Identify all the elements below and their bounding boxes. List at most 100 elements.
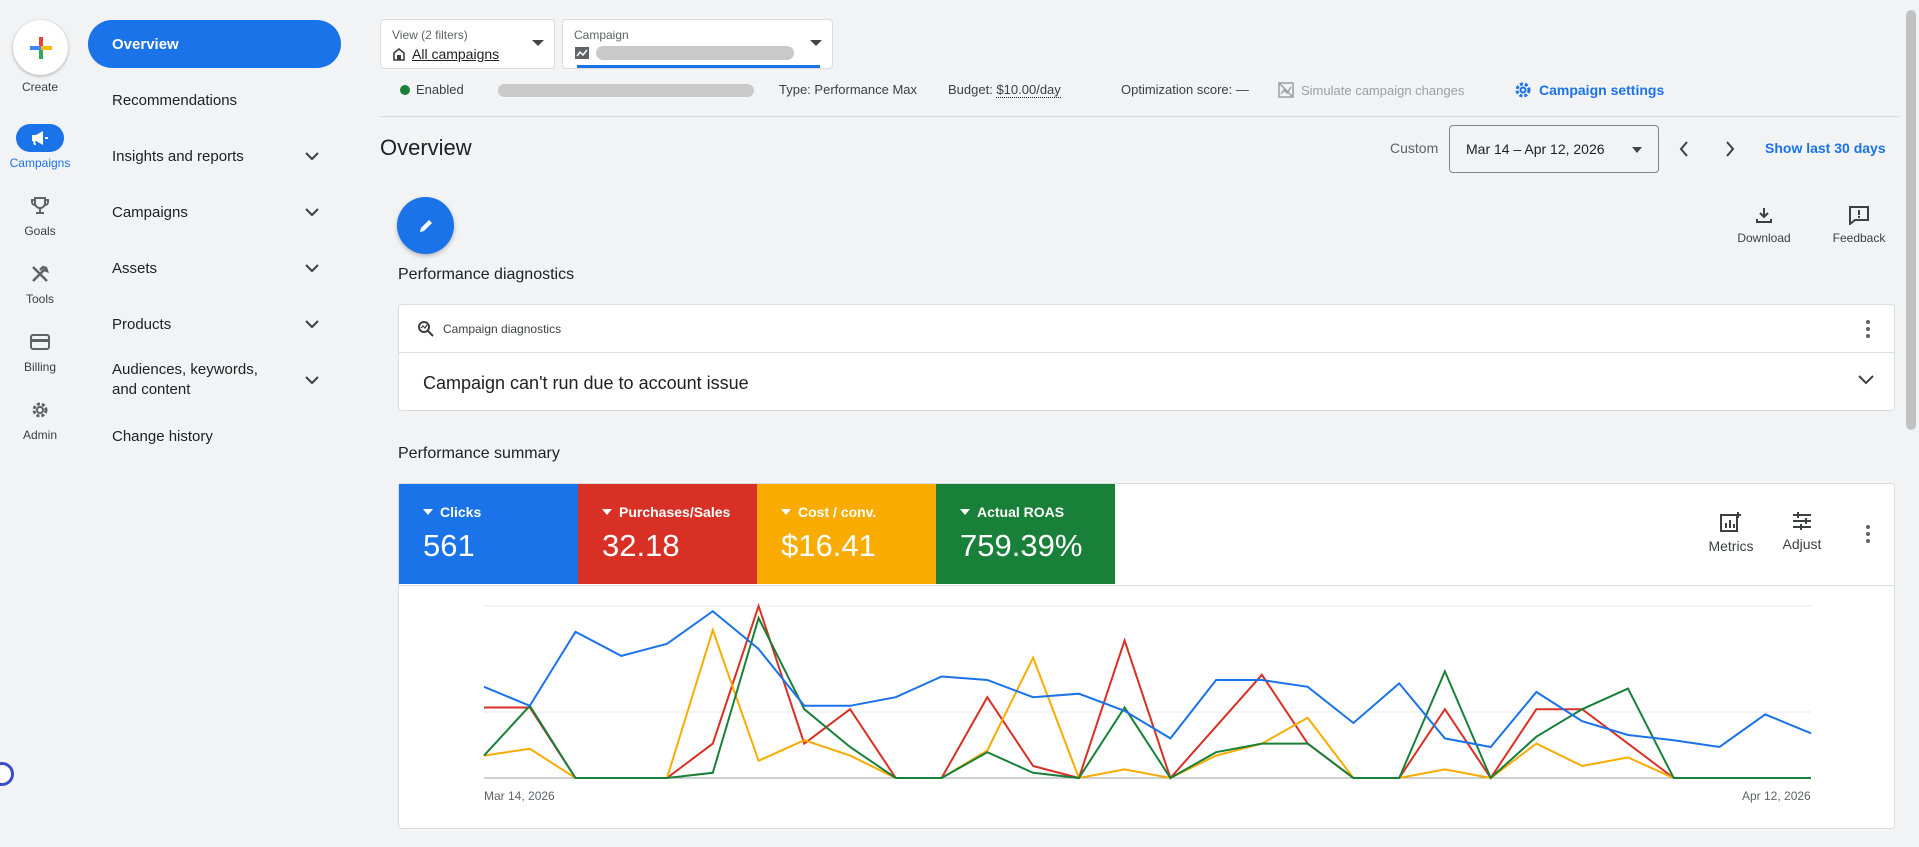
- chevron-down-icon: [305, 376, 319, 384]
- caret-down-icon: [532, 40, 544, 46]
- series-line-actual-roas: [483, 615, 1811, 780]
- scrollbar-thumb[interactable]: [1906, 10, 1916, 430]
- rail-item-goals[interactable]: Goals: [0, 192, 80, 238]
- budget-value[interactable]: $10.00/day: [996, 82, 1061, 98]
- metric-tile-clicks[interactable]: Clicks 561: [399, 484, 578, 584]
- nav-item-insights[interactable]: Insights and reports: [88, 132, 341, 180]
- download-label: Download: [1737, 231, 1791, 245]
- diagnostics-message: Campaign can't run due to account issue: [423, 373, 749, 393]
- adjust-button[interactable]: Adjust: [1775, 512, 1829, 552]
- nav-item-change-history[interactable]: Change history: [88, 412, 341, 460]
- campaign-name-redacted: [596, 46, 794, 60]
- chevron-down-icon[interactable]: [1858, 375, 1874, 385]
- performance-chart-svg: [483, 602, 1812, 780]
- pencil-icon: [419, 219, 432, 232]
- metric-tile-roas[interactable]: Actual ROAS 759.39%: [936, 484, 1115, 584]
- nav-label: Audiences, keywords, and content: [112, 361, 258, 398]
- chevron-down-icon: [305, 320, 319, 328]
- type-info: Type: Performance Max: [779, 82, 917, 97]
- download-icon: [1756, 208, 1772, 223]
- nav-item-assets[interactable]: Assets: [88, 244, 341, 292]
- view-selector-value: All campaigns: [392, 46, 499, 62]
- series-line-cost-conv-: [483, 626, 1811, 780]
- edit-fab-button[interactable]: [397, 197, 454, 254]
- budget-info[interactable]: Budget: $10.00/day: [948, 82, 1061, 98]
- diagnostics-header-label: Campaign diagnostics: [443, 321, 562, 336]
- campaign-selector-label: Campaign: [574, 28, 629, 42]
- nav-item-recommendations[interactable]: Recommendations: [88, 76, 341, 124]
- nav-item-overview[interactable]: Overview: [88, 20, 341, 68]
- chevron-down-icon: [305, 208, 319, 216]
- trophy-icon: [16, 192, 64, 220]
- date-range-picker[interactable]: Mar 14 – Apr 12, 2026: [1449, 125, 1659, 173]
- chevron-left-icon: [1679, 141, 1688, 157]
- create-button[interactable]: [13, 20, 68, 75]
- status-text: Enabled: [416, 82, 464, 97]
- rail-item-campaigns[interactable]: Campaigns: [0, 124, 80, 170]
- metric-tile-purchases[interactable]: Purchases/Sales 32.18: [578, 484, 757, 584]
- floating-assistant-button[interactable]: [0, 762, 14, 786]
- status-badge: Enabled: [400, 82, 464, 97]
- performance-chart: Mar 14, 2026 Apr 12, 2026: [399, 585, 1894, 825]
- create-label: Create: [21, 80, 59, 94]
- metric-tile-label: Clicks: [423, 504, 481, 520]
- view-selector-label: View (2 filters): [392, 28, 468, 42]
- next-period-button[interactable]: [1718, 137, 1742, 161]
- rail-item-admin[interactable]: Admin: [0, 396, 80, 442]
- home-icon: [393, 47, 405, 61]
- nav-label: Assets: [112, 259, 158, 277]
- nav-item-audiences[interactable]: Audiences, keywords, and content: [88, 354, 341, 406]
- plus-icon: [29, 36, 52, 59]
- chevron-right-icon: [1726, 141, 1735, 157]
- adjust-label: Adjust: [1782, 536, 1822, 552]
- opt-label: Optimization score:: [1121, 82, 1233, 97]
- metric-tile-cost-conv[interactable]: Cost / conv. $16.41: [757, 484, 936, 584]
- gear-icon: [1515, 82, 1531, 98]
- campaign-selector-underline: [577, 65, 820, 68]
- budget-label: Budget:: [948, 82, 993, 97]
- tune-icon: [1793, 512, 1811, 530]
- date-custom-label: Custom: [1390, 140, 1439, 156]
- x-axis-end-label: Apr 12, 2026: [1742, 789, 1811, 803]
- simulate-button[interactable]: Simulate campaign changes: [1278, 82, 1464, 98]
- simulate-label: Simulate campaign changes: [1301, 82, 1465, 98]
- optimization-score: Optimization score: —: [1121, 82, 1249, 97]
- download-button[interactable]: Download: [1724, 205, 1804, 245]
- chart-icon: [575, 47, 589, 59]
- summary-more-icon[interactable]: [1858, 524, 1878, 544]
- series-line-clicks: [483, 609, 1812, 749]
- nav-label: Insights and reports: [112, 147, 244, 165]
- nav-label: Campaigns: [112, 203, 188, 221]
- side-nav: Overview Recommendations Insights and re…: [80, 0, 350, 847]
- nav-item-products[interactable]: Products: [88, 300, 341, 348]
- search-insights-icon: [418, 320, 434, 337]
- view-selector-text: All campaigns: [412, 46, 500, 62]
- metric-tile-value: $16.41: [781, 528, 876, 563]
- header-divider: [380, 116, 1899, 117]
- show-last-30-days-link[interactable]: Show last 30 days: [1765, 140, 1886, 156]
- metric-tile-value: 759.39%: [960, 528, 1083, 563]
- rail-label: Campaigns: [9, 156, 71, 170]
- campaign-selector[interactable]: Campaign: [562, 19, 833, 69]
- nav-item-campaigns[interactable]: Campaigns: [88, 188, 341, 236]
- page-title: Overview: [380, 135, 472, 160]
- summary-title: Performance summary: [398, 445, 560, 462]
- rail-item-billing[interactable]: Billing: [0, 328, 80, 374]
- metrics-button[interactable]: Metrics: [1701, 512, 1761, 554]
- rail-item-tools[interactable]: Tools: [0, 260, 80, 306]
- opt-value: —: [1235, 82, 1249, 97]
- redacted-bar: [498, 84, 754, 97]
- diagnostics-card: Campaign diagnostics Campaign can't run …: [398, 304, 1895, 411]
- campaign-settings-button[interactable]: Campaign settings: [1514, 81, 1664, 99]
- caret-down-icon: [810, 40, 822, 46]
- prev-period-button[interactable]: [1672, 137, 1696, 161]
- metrics-label: Metrics: [1708, 538, 1754, 554]
- diagnostics-more-icon[interactable]: [1858, 319, 1878, 339]
- feedback-button[interactable]: Feedback: [1819, 205, 1899, 245]
- view-selector[interactable]: View (2 filters) All campaigns: [380, 19, 555, 69]
- page-scrollbar[interactable]: [1902, 0, 1919, 847]
- metric-tile-value: 32.18: [602, 528, 680, 563]
- diagnostics-title: Performance diagnostics: [398, 266, 575, 283]
- metrics-icon: [1720, 512, 1741, 532]
- rail-label: Billing: [23, 360, 56, 374]
